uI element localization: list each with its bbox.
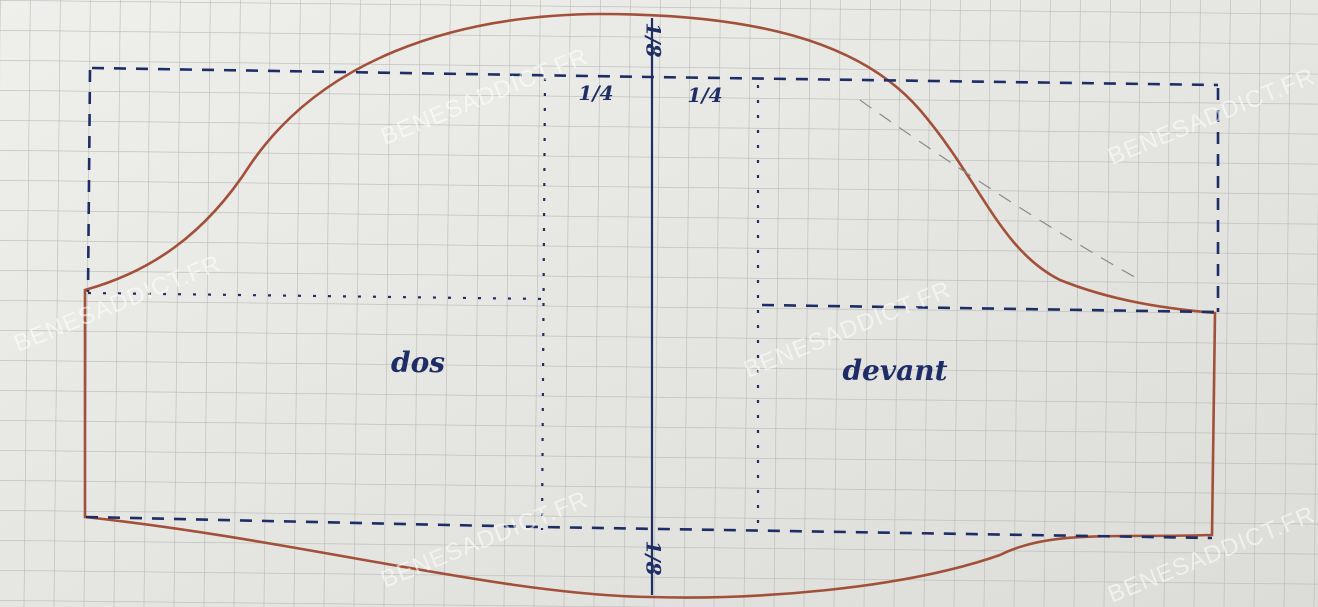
- back-label: dos: [391, 346, 445, 379]
- top-measure: 1/8: [642, 22, 666, 57]
- page: {"labels": {"top_measure": "1/8", "left_…: [0, 0, 1318, 607]
- quarter-label: 1/4: [578, 81, 613, 105]
- bottom-measure: 1/8: [642, 540, 666, 575]
- pattern-drawing: 1/8 1/4 1/4 dos devant 1/8 BENESADDICT.F…: [0, 0, 1318, 607]
- front-label: devant: [842, 354, 947, 387]
- quarter-label: 1/4: [687, 83, 722, 107]
- grid-paper: [0, 0, 1318, 607]
